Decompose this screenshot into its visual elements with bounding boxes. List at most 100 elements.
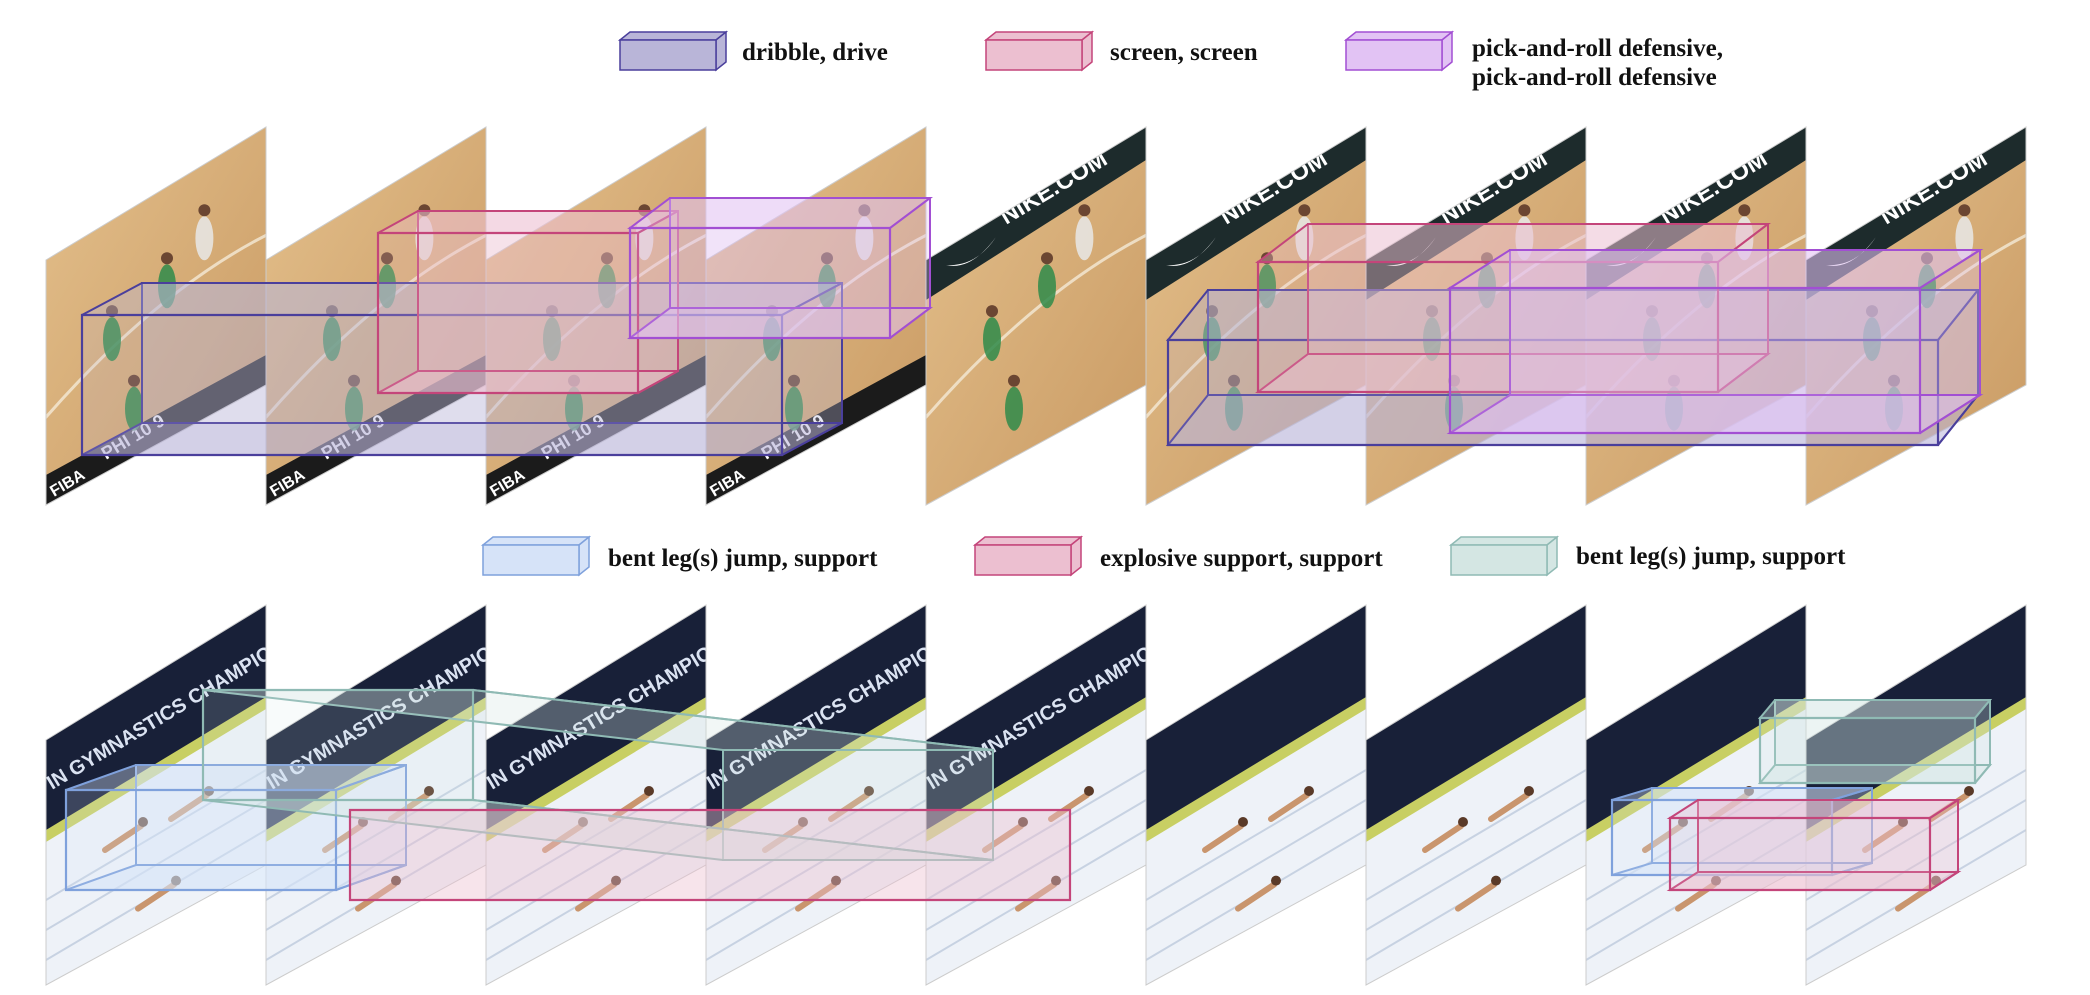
player-head — [1041, 252, 1053, 265]
player — [158, 264, 176, 309]
player — [1075, 216, 1094, 261]
gymnast — [1015, 881, 1057, 912]
player-head — [1008, 374, 1020, 387]
led-strip — [486, 697, 706, 842]
gymnast-head — [1238, 817, 1248, 827]
gymnast — [982, 823, 1024, 853]
mat-line — [926, 769, 1146, 901]
legend-icon-top — [617, 31, 729, 41]
legend-icon-top — [1448, 536, 1560, 546]
legend-label-pick-and-roll: pick-and-roll defensive, pick-and-roll d… — [1472, 34, 1723, 92]
legend-icon-top — [983, 31, 1095, 41]
led-strip — [1586, 697, 1806, 842]
player — [345, 386, 363, 431]
player — [195, 216, 214, 261]
explosive-support-box-2-edge — [1929, 871, 1959, 891]
explosive-support-box-2-edge — [1929, 799, 1959, 819]
gymnast — [608, 792, 650, 822]
gymnast-head — [1524, 786, 1534, 796]
mat-line — [706, 799, 926, 931]
player — [103, 317, 121, 362]
legend-icons — [480, 30, 1560, 577]
player — [543, 317, 561, 362]
arena-wall — [486, 605, 706, 840]
pick-and-roll-box-top — [627, 197, 933, 229]
gymnast-head — [1678, 817, 1688, 827]
screen-box-2-edge — [1717, 353, 1769, 393]
bent-legs-jump-box-4-top — [1611, 787, 1873, 801]
led-strip — [266, 697, 486, 842]
player — [785, 386, 803, 431]
pick-and-roll-box-2-front — [1448, 286, 1922, 435]
player-head — [128, 374, 140, 387]
mat-line — [1366, 799, 1586, 931]
player-head — [1078, 204, 1091, 217]
player-head — [1426, 305, 1438, 318]
legend-label-explosive-support: explosive support, support — [1100, 545, 1383, 572]
bent-legs-jump-box-3-edge — [472, 689, 994, 751]
player — [1698, 264, 1716, 309]
arena-wall — [1586, 605, 1806, 840]
player-head — [1866, 305, 1878, 318]
dribble-drive-box-edge — [781, 422, 843, 456]
player-head — [1228, 374, 1240, 387]
led-strip — [1366, 697, 1586, 842]
player — [1918, 264, 1936, 309]
frame-border — [1805, 604, 2027, 986]
player-head — [1298, 204, 1311, 217]
legend-icon-4 — [972, 535, 1084, 577]
pick-and-roll-box-edge — [889, 197, 931, 229]
mat-line — [1586, 769, 1806, 901]
court-floor — [926, 127, 1146, 505]
gymnast — [1488, 792, 1530, 822]
player-head — [821, 252, 833, 265]
gymnast-head — [1084, 786, 1094, 796]
legend-label-pick-and-roll-line-1: pick-and-roll defensive, — [1472, 35, 1723, 62]
legend-icon-top — [1343, 31, 1455, 41]
legend-icon-top — [972, 536, 1084, 546]
screen-box — [376, 210, 679, 395]
gymnast-head — [798, 817, 808, 827]
mat-line — [1146, 769, 1366, 901]
gymnast-head — [1458, 817, 1468, 827]
player-head — [348, 374, 360, 387]
mat-line — [1366, 769, 1586, 901]
player-head — [858, 204, 871, 217]
bent-legs-jump-box-5-edge — [1974, 764, 1991, 784]
screen-box-2 — [1255, 223, 1771, 394]
legend-label-dribble-drive: dribble, drive — [742, 39, 888, 66]
mat-line — [1806, 799, 2026, 931]
player-head — [986, 305, 998, 318]
bent-legs-jump-box-5 — [1757, 699, 1993, 785]
bent-legs-jump-box-1-edge — [335, 864, 407, 891]
player — [378, 264, 396, 309]
dribble-drive-box-2-edge — [1937, 394, 1979, 446]
legend-icon-0 — [617, 30, 729, 72]
player-head — [601, 252, 613, 265]
gymnastics-frame — [1365, 604, 1587, 986]
bent-legs-jump-box-5-edge — [1974, 699, 1991, 719]
pick-and-roll-box-edge — [889, 307, 931, 339]
court-line — [486, 215, 706, 466]
player — [323, 317, 341, 362]
court-line — [1146, 215, 1366, 466]
player — [125, 386, 143, 431]
bent-legs-jump-box-3 — [201, 688, 994, 861]
gymnast — [1455, 881, 1497, 912]
legend-icon-front — [619, 39, 717, 71]
player-head — [198, 204, 211, 217]
legend-label-bent-legs-jump-1: bent leg(s) jump, support — [608, 545, 878, 572]
player — [598, 264, 616, 309]
legend-icon-3 — [480, 535, 592, 577]
gymnast-head — [864, 786, 874, 796]
gymnast-head — [611, 875, 621, 886]
arena-wall — [1146, 605, 1366, 840]
gymnast — [322, 823, 364, 853]
led-strip — [1146, 697, 1366, 842]
legend-icon-front — [1345, 39, 1443, 71]
mat-line — [926, 799, 1146, 931]
dribble-drive-box-2-edge — [1937, 289, 1979, 341]
explosive-support-box-2-top — [1666, 799, 1962, 819]
player-head — [1646, 305, 1658, 318]
